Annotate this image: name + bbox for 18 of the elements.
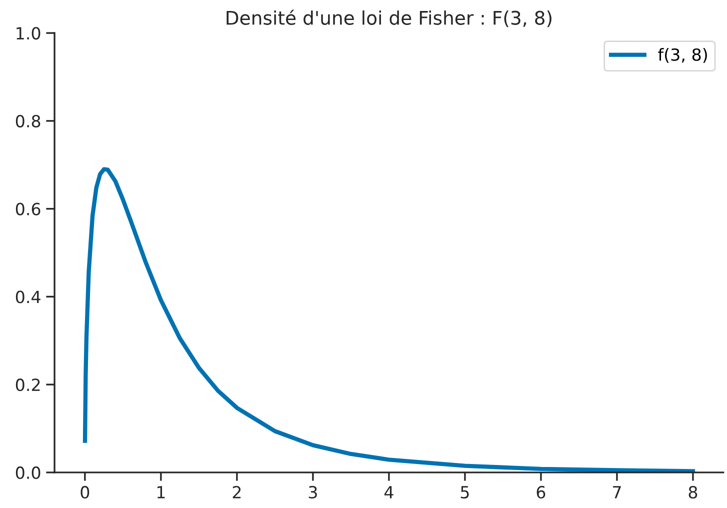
x-tick-label: 5	[460, 486, 469, 499]
y-tick-label: 0.8	[16, 114, 40, 128]
y-tick-label: 0.0	[16, 466, 40, 480]
x-tick-label: 0	[80, 486, 90, 499]
x-tick-label: 8	[688, 486, 698, 499]
x-tick-label: 1	[157, 486, 165, 498]
x-tick-label: 4	[384, 486, 394, 498]
y-tick-label: 0.2	[16, 378, 40, 392]
x-tick-label: 3	[308, 486, 317, 499]
y-tick-label: 0.6	[16, 202, 40, 216]
chart-title: Densité d'une loi de Fisher : F(3, 8)	[226, 10, 552, 28]
legend-label: f(3, 8)	[658, 48, 707, 63]
y-tick-label: 0.4	[16, 290, 40, 304]
y-tick-label: 1.0	[16, 26, 40, 40]
line-series	[82, 167, 696, 472]
x-tick-label: 6	[536, 486, 546, 499]
x-tick-label: 7	[613, 486, 621, 498]
x-tick-label: 2	[232, 486, 241, 498]
